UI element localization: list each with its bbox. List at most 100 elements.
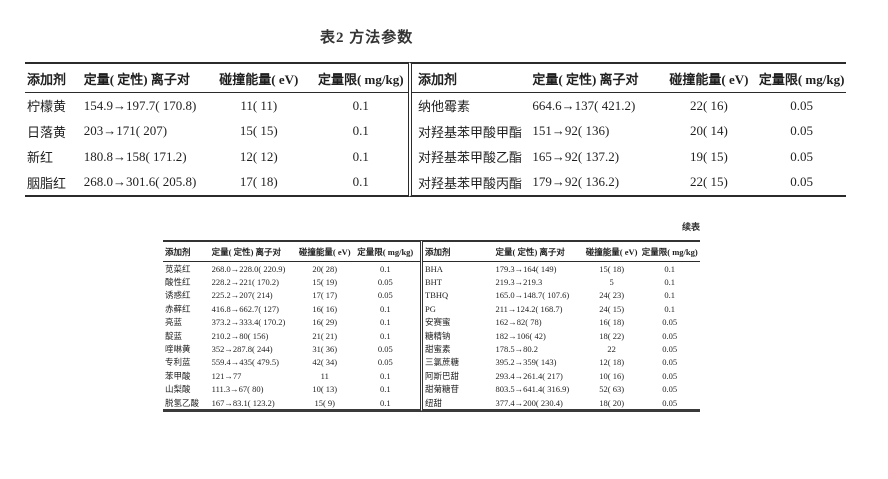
table-cell: 15( 9) xyxy=(314,397,336,408)
col-header-collision-energy: 碰撞能量( eV) xyxy=(298,246,351,257)
table-row: 甜蜜素 178.5→80.2 22 0.05 xyxy=(423,342,700,355)
table-cell: 安赛蜜 xyxy=(425,317,451,328)
table-cell: 山梨酸 xyxy=(165,384,191,395)
table-cell: 203→171( 207) xyxy=(83,123,168,139)
continued-table-label: 续表 xyxy=(681,222,700,232)
table-cell: 165.0→148.7( 107.6) xyxy=(495,290,570,301)
col-header-ion-pair: 定量( 定性) 离子对 xyxy=(495,246,565,257)
table-cell: 0.1 xyxy=(379,384,391,395)
table-cell: 0.05 xyxy=(377,290,393,301)
table-row: 纳他霉素 664.6→137( 421.2) 22( 16) 0.05 xyxy=(412,93,846,119)
table-cell: 0.05 xyxy=(790,174,813,190)
table-cell: 19( 15) xyxy=(689,148,728,164)
table-cell: 803.5→641.4( 316.9) xyxy=(495,384,570,395)
col-header-ion-pair: 定量( 定性) 离子对 xyxy=(532,71,639,87)
table-cell: 0.1 xyxy=(379,317,391,328)
col-header-collision-energy: 碰撞能量( eV) xyxy=(219,71,299,87)
table-cell: 17( 18) xyxy=(239,174,278,190)
table-cell: 179.3→164( 149) xyxy=(495,263,557,274)
table-cell: 17( 17) xyxy=(312,290,338,301)
table-cell: 0.05 xyxy=(662,370,678,381)
table2-right-header-row: 添加剂 定量( 定性) 离子对 碰撞能量( eV) 定量限( mg/kg) xyxy=(423,242,700,262)
table-cell: 0.1 xyxy=(664,277,676,288)
table-row: 赤藓红 416.8→662.7( 127) 16( 16) 0.1 xyxy=(163,302,420,315)
table-cell: 0.05 xyxy=(377,357,393,368)
table-cell: 靛蓝 xyxy=(165,330,183,341)
table-row: PG 211→124.2( 168.7) 24( 15) 0.1 xyxy=(423,302,700,315)
col-header-ion-pair: 定量( 定性) 离子对 xyxy=(83,71,190,87)
table-cell: 165→92( 137.2) xyxy=(532,148,620,164)
table-row: 喹啉黄 352→287.8( 244) 31( 36) 0.05 xyxy=(163,342,420,355)
table-cell: 11( 11) xyxy=(240,97,278,113)
table-row: 亮蓝 373.2→333.4( 170.2) 16( 29) 0.1 xyxy=(163,316,420,329)
table1-left-header-row: 添加剂 定量( 定性) 离子对 碰撞能量( eV) 定量限( mg/kg) xyxy=(25,64,408,93)
table-cell: 苋菜红 xyxy=(165,263,191,274)
table-cell: 10( 13) xyxy=(312,384,338,395)
table2-left-half: 添加剂 定量( 定性) 离子对 碰撞能量( eV) 定量限( mg/kg) 苋菜… xyxy=(163,240,420,413)
table-cell: 对羟基苯甲酸丙酯 xyxy=(418,175,523,191)
table-cell: 42( 34) xyxy=(312,357,338,368)
table-cell: 182→106( 42) xyxy=(495,330,546,341)
table-cell: 121→77 xyxy=(211,370,242,381)
col-header-loq: 定量限( mg/kg) xyxy=(641,246,698,257)
method-parameters-table-continued: 添加剂 定量( 定性) 离子对 碰撞能量( eV) 定量限( mg/kg) 苋菜… xyxy=(163,240,700,413)
col-header-additive: 添加剂 xyxy=(165,246,191,257)
table-cell: 111.3→67( 80) xyxy=(211,384,264,395)
table-cell: 24( 23) xyxy=(599,290,625,301)
table-cell: 0.05 xyxy=(662,357,678,368)
table-row: 对羟基苯甲酸丙酯 179→92( 136.2) 22( 15) 0.05 xyxy=(412,170,846,196)
table-cell: 对羟基苯甲酸乙酯 xyxy=(418,150,523,166)
table-cell: 0.05 xyxy=(662,384,678,395)
table-cell: 178.5→80.2 xyxy=(495,344,538,355)
table-cell: 395.2→359( 143) xyxy=(495,357,557,368)
table-row: 纽甜 377.4→200( 230.4) 18( 20) 0.05 xyxy=(423,396,700,409)
table-cell: 喹啉黄 xyxy=(165,344,191,355)
table-cell: 0.05 xyxy=(662,330,678,341)
table-cell: 纽甜 xyxy=(425,397,443,408)
col-header-additive: 添加剂 xyxy=(425,246,451,257)
table-cell: 228.2→221( 170.2) xyxy=(211,277,279,288)
table-cell: 日落黄 xyxy=(27,124,67,140)
table-cell: 赤藓红 xyxy=(165,303,191,314)
table-cell: 0.1 xyxy=(379,370,391,381)
table-cell: 10( 16) xyxy=(599,370,625,381)
table-cell: 0.05 xyxy=(790,97,813,113)
table-cell: 0.1 xyxy=(352,123,369,139)
table-cell: 219.3→219.3 xyxy=(495,277,543,288)
table-cell: 0.05 xyxy=(377,344,393,355)
table-cell: 对羟基苯甲酸甲酯 xyxy=(418,124,523,140)
table-cell: 15( 15) xyxy=(239,123,278,139)
table-cell: 559.4→435( 479.5) xyxy=(211,357,279,368)
table-row: 对羟基苯甲酸甲酯 151→92( 136) 20( 14) 0.05 xyxy=(412,119,846,145)
table-cell: 0.05 xyxy=(377,277,393,288)
table-cell: 三氯蔗糖 xyxy=(425,357,460,368)
table-cell: 0.1 xyxy=(664,263,676,274)
table-cell: 18( 22) xyxy=(599,330,625,341)
table-cell: 154.9→197.7( 170.8) xyxy=(83,97,197,113)
table-cell: 甜蜜素 xyxy=(425,344,451,355)
table-cell: 293.4→261.4( 217) xyxy=(495,370,563,381)
table-cell: 诱惑红 xyxy=(165,290,191,301)
table-cell: 0.1 xyxy=(379,303,391,314)
col-header-ion-pair: 定量( 定性) 离子对 xyxy=(211,246,282,257)
col-header-collision-energy: 碰撞能量( eV) xyxy=(585,246,638,257)
table-cell: 专利蓝 xyxy=(165,357,191,368)
col-header-additive: 添加剂 xyxy=(27,71,67,87)
col-header-collision-energy: 碰撞能量( eV) xyxy=(669,71,749,87)
table-row: 糖精钠 182→106( 42) 18( 22) 0.05 xyxy=(423,329,700,342)
table-cell: 268.0→228.0( 220.9) xyxy=(211,263,286,274)
table-cell: 151→92( 136) xyxy=(532,123,610,139)
table-cell: 0.1 xyxy=(664,290,676,301)
table-cell: 31( 36) xyxy=(312,344,338,355)
table1-left-body: 柠檬黄 154.9→197.7( 170.8) 11( 11) 0.1 日落黄 203→1… xyxy=(25,93,408,195)
table-row: 阿斯巴甜 293.4→261.4( 217) 10( 16) 0.05 xyxy=(423,369,700,382)
table-cell: 268.0→301.6( 205.8) xyxy=(83,174,197,190)
table-row: BHA 179.3→164( 149) 15( 18) 0.1 xyxy=(423,262,700,275)
table-cell: BHA xyxy=(425,263,443,274)
table-cell: 416.8→662.7( 127) xyxy=(211,303,279,314)
table-row: 酸性红 228.2→221( 170.2) 15( 19) 0.05 xyxy=(163,275,420,288)
table-cell: 211→124.2( 168.7) xyxy=(495,303,563,314)
col-header-additive: 添加剂 xyxy=(418,71,458,87)
table-title: 表2 方法参数 xyxy=(320,30,414,46)
table-row: 靛蓝 210.2→80( 156) 21( 21) 0.1 xyxy=(163,329,420,342)
